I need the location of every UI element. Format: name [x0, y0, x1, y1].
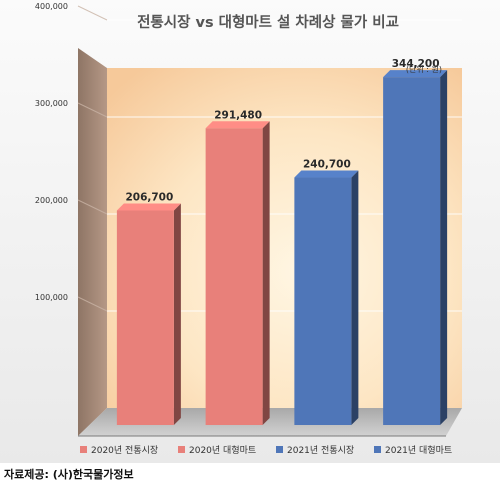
bar-top [294, 170, 359, 178]
unit-note: (단위 : 원) [406, 64, 442, 74]
bar-value-label: 206,700 [125, 192, 173, 204]
chart-left-wall [78, 48, 107, 436]
bar-front [116, 210, 174, 425]
bar-side [351, 170, 359, 425]
y-tick-label: 100,000 [35, 293, 68, 302]
bar-value-label: 344,200 [392, 58, 440, 70]
bar-side [440, 70, 448, 425]
chart-title: 전통시장 vs 대형마트 설 차례상 물가 비교 [137, 13, 399, 31]
legend: 2020년 전통시장 2020년 대형마트 2021년 전통시장 2021년 대형마트 [80, 445, 452, 456]
legend-item-1: 2020년 전통시장 [80, 445, 158, 456]
gridline-wall [77, 296, 108, 312]
legend-swatch [80, 446, 87, 453]
bar-2 [205, 121, 270, 425]
bar-1 [116, 203, 181, 425]
legend-label: 2021년 대형마트 [385, 445, 452, 456]
bar-value-label: 240,700 [303, 159, 351, 171]
legend-item-4: 2021년 대형마트 [374, 445, 452, 456]
gridline-wall [77, 5, 108, 21]
bar-front [294, 177, 352, 425]
data-labels: 206,700 291,480 240,700 344,200 [125, 58, 439, 203]
bar-value-label: 291,480 [214, 109, 262, 121]
legend-label: 2020년 대형마트 [189, 445, 256, 456]
y-tick-label: 200,000 [35, 196, 68, 205]
y-tick-label: 300,000 [35, 99, 68, 108]
gridline-wall [77, 102, 108, 118]
bar-side [173, 203, 181, 425]
bar-top [383, 70, 448, 78]
gridline-wall [77, 199, 108, 215]
legend-swatch [276, 446, 283, 453]
bar-top [116, 203, 181, 211]
bar-front [205, 128, 263, 425]
bar-side [262, 121, 270, 425]
legend-swatch [374, 446, 381, 453]
source-credit: 자료제공: (사)한국물가정보 [4, 468, 134, 481]
legend-label: 2021년 전통시장 [287, 445, 354, 456]
legend-swatch [178, 446, 185, 453]
bar-3 [294, 170, 359, 425]
bars [116, 70, 448, 425]
legend-item-2: 2020년 대형마트 [178, 445, 256, 456]
bar-4 [383, 70, 448, 425]
y-axis: 100,000 200,000 300,000 400,000 [35, 2, 68, 302]
legend-item-3: 2021년 전통시장 [276, 445, 354, 456]
bar-top [205, 121, 270, 129]
chart-back-wall [107, 68, 462, 408]
bar-front [383, 77, 441, 425]
y-tick-label: 400,000 [35, 2, 68, 11]
legend-label: 2020년 전통시장 [91, 445, 158, 456]
